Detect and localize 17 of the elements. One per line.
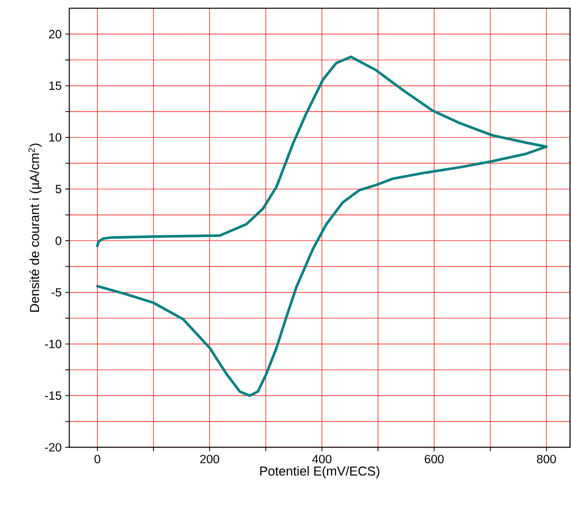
y-tick-label: 20 [49, 30, 62, 38]
y-tick-label: 5 [56, 184, 62, 194]
y-tick-label: -15 [45, 391, 62, 400]
x-tick-label: 400 [312, 454, 332, 464]
line-series [96, 56, 548, 397]
y-tick-label: -5 [52, 288, 62, 297]
x-axis-title: Potentiel E(mV/ECS) [260, 466, 380, 478]
x-tick-label: 800 [536, 454, 556, 464]
y-tick-label: 10 [49, 133, 62, 142]
y-tick-label: 0 [56, 236, 62, 245]
x-tick-label: 0 [94, 454, 100, 464]
y-tick-label: 15 [49, 82, 62, 90]
y-axis-title: Densité de courant i (µA/cm$^{2}$) [28, 144, 42, 312]
y-tick-label: -10 [45, 340, 62, 348]
x-tick-label: 200 [200, 454, 220, 464]
x-tick-label: 600 [424, 454, 444, 464]
y-tick-label: -20 [45, 443, 62, 452]
